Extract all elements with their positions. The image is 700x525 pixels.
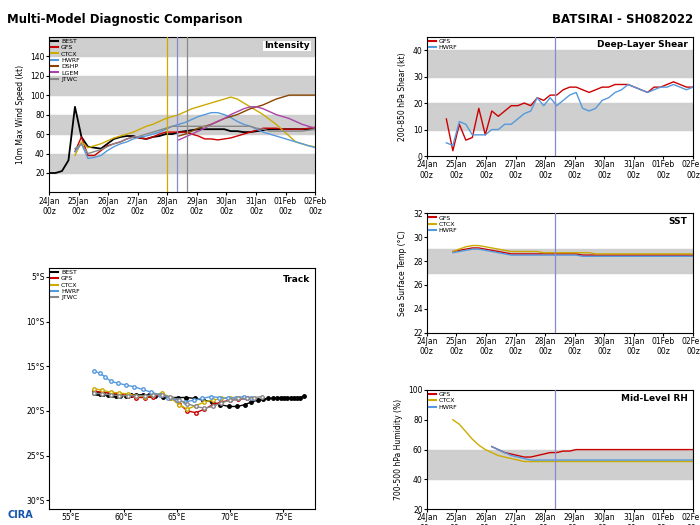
Text: Mid-Level RH: Mid-Level RH [621,394,687,403]
Text: Multi-Model Diagnostic Comparison: Multi-Model Diagnostic Comparison [7,13,242,26]
Bar [49,114,315,134]
Legend: GFS, CTCX, HWRF: GFS, CTCX, HWRF [428,215,458,234]
Bar [427,449,693,479]
Bar [49,173,315,193]
Bar [49,114,315,134]
Bar [427,249,693,273]
Bar [49,37,315,56]
Bar [49,56,315,76]
Bar [427,103,693,130]
Text: Track: Track [283,275,310,284]
Bar [427,50,693,77]
Bar [427,390,693,449]
Bar [427,130,693,156]
Text: BATSIRAI - SH082022: BATSIRAI - SH082022 [552,13,693,26]
Bar [427,249,693,273]
Bar [427,103,693,130]
Bar [427,50,693,77]
Bar [427,103,693,130]
Bar [427,249,693,273]
Bar [49,134,315,153]
Bar [427,449,693,479]
Bar [49,76,315,95]
Text: Intensity: Intensity [264,41,310,50]
Bar [49,76,315,95]
Bar [49,153,315,173]
Legend: BEST, GFS, CTCX, HWRF, DSHP, LGEM, JTWC: BEST, GFS, CTCX, HWRF, DSHP, LGEM, JTWC [50,38,80,82]
Bar [49,153,315,173]
Bar [49,114,315,134]
Bar [49,95,315,114]
Legend: BEST, GFS, CTCX, HWRF, JTWC: BEST, GFS, CTCX, HWRF, JTWC [50,269,80,301]
Bar [49,153,315,173]
Bar [427,50,693,77]
Bar [427,37,693,50]
Bar [427,77,693,103]
Bar [427,273,693,333]
Bar [49,37,315,56]
Text: Deep-Layer Shear: Deep-Layer Shear [597,40,687,49]
Text: SST: SST [668,217,687,226]
Y-axis label: 200-850 hPa Shear (kt): 200-850 hPa Shear (kt) [398,52,407,141]
Text: CIRA: CIRA [7,510,33,520]
Legend: GFS, HWRF: GFS, HWRF [428,38,458,51]
Bar [427,479,693,509]
Legend: GFS, CTCX, HWRF: GFS, CTCX, HWRF [428,391,458,411]
Bar [427,449,693,479]
Bar [49,37,315,56]
Y-axis label: Sea Surface Temp (°C): Sea Surface Temp (°C) [398,230,407,316]
Y-axis label: 10m Max Wind Speed (kt): 10m Max Wind Speed (kt) [16,65,25,164]
Y-axis label: 700-500 hPa Humidity (%): 700-500 hPa Humidity (%) [393,399,402,500]
Bar [427,213,693,249]
Bar [49,76,315,95]
